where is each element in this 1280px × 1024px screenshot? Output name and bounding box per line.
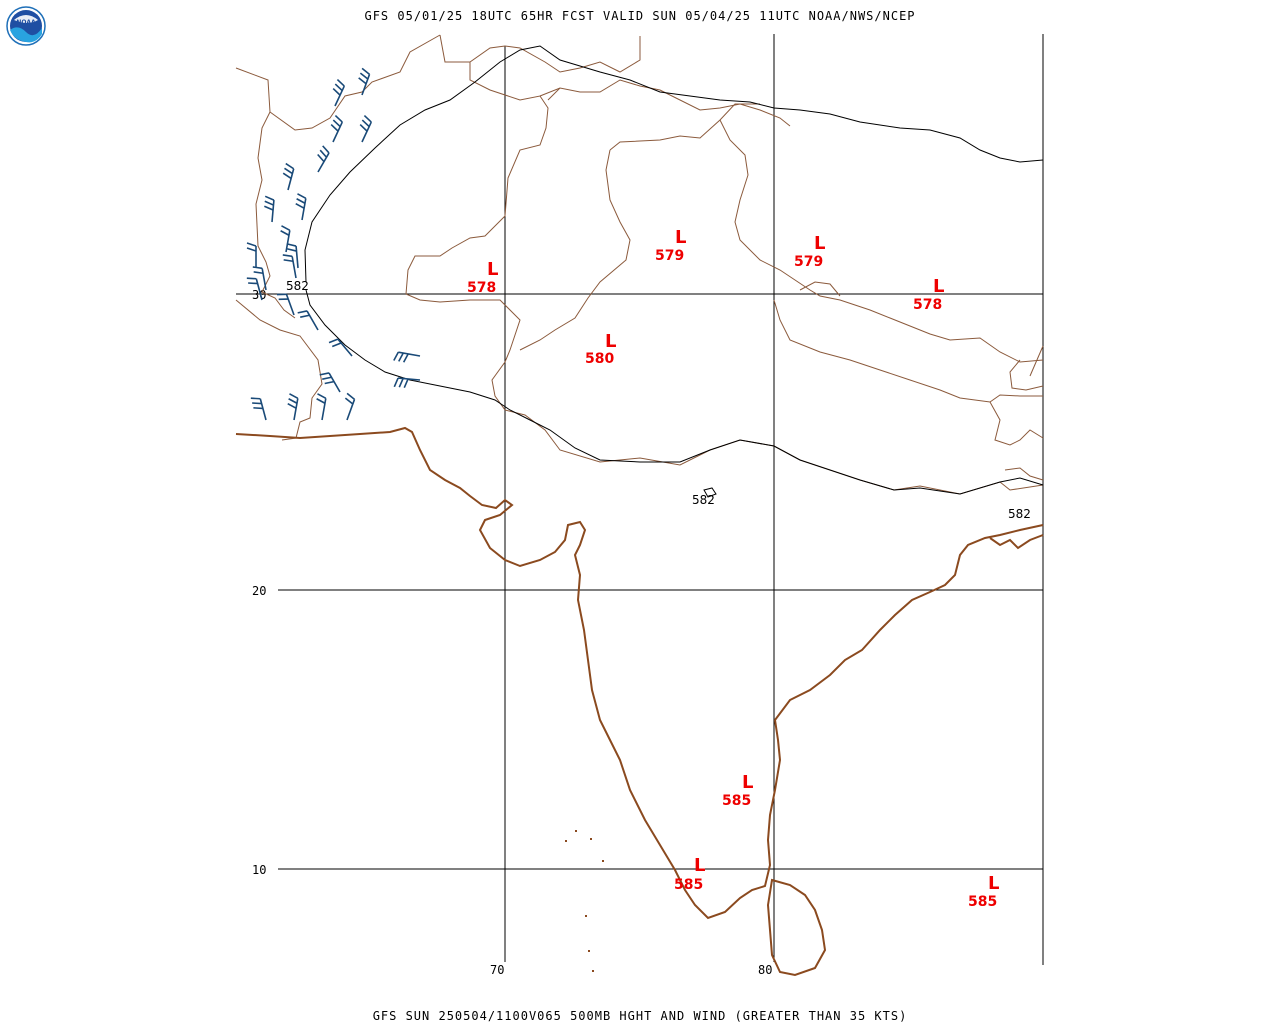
wind-barb-icon (358, 67, 371, 96)
lon-label-70: 70 (490, 963, 504, 977)
coastline (235, 426, 1044, 977)
wind-barb-icon (246, 277, 263, 301)
wind-barb-icon (319, 372, 341, 393)
low-value: 578 (467, 280, 496, 296)
wind-barb-icon (282, 162, 295, 191)
wind-barb-icon (295, 193, 307, 221)
low-value: 578 (913, 297, 942, 313)
contour-label-582: 582 (1008, 507, 1031, 521)
height-contours (304, 45, 1044, 498)
map-footer: GFS SUN 250504/1100V065 500MB HGHT AND W… (372, 1009, 908, 1023)
low-symbol: L (742, 772, 753, 793)
lon-label-80: 80 (758, 963, 772, 977)
low-value: 585 (968, 894, 997, 910)
wind-barb-icon (393, 377, 421, 388)
low-symbol: L (675, 227, 686, 248)
wind-barb-icon (250, 397, 267, 421)
wind-barb-icon (287, 393, 299, 421)
wind-barb-icon (328, 338, 353, 357)
wind-barb-icon (286, 243, 299, 269)
wind-barb-icon (332, 78, 346, 107)
islands (565, 830, 604, 972)
low-value: 579 (655, 248, 684, 264)
wind-barb-icon (282, 254, 297, 279)
wind-barb-icon (316, 393, 327, 421)
lat-label-20: 20 (252, 584, 266, 598)
country-borders (235, 34, 1044, 495)
wind-barb-icon (317, 145, 330, 173)
contour-label-582: 582 (692, 493, 715, 507)
map-title: GFS 05/01/25 18UTC 65HR FCST VALID SUN 0… (364, 9, 916, 23)
low-value: 585 (722, 793, 751, 809)
wind-barb-icon (252, 266, 267, 291)
wind-barb-icon (246, 242, 257, 268)
low-symbol: L (988, 873, 999, 894)
wind-barb-icon (297, 310, 319, 331)
low-value: 580 (585, 351, 614, 367)
low-value: 585 (674, 877, 703, 893)
wind-barb-icon (344, 392, 356, 421)
wind-barb-icon (264, 195, 275, 223)
noaa-logo-icon: NOAA (6, 6, 46, 46)
wind-barb-icon (330, 114, 344, 143)
low-value: 579 (794, 254, 823, 270)
logo-text: NOAA (16, 19, 36, 26)
contour-label-582: 582 (286, 279, 309, 293)
wind-barbs (246, 67, 421, 421)
wind-barb-icon (276, 293, 295, 316)
lat-label-30: 30 (252, 288, 266, 302)
low-symbol: L (933, 276, 944, 297)
low-symbol: L (487, 259, 498, 280)
lat-label-10: 10 (252, 863, 266, 877)
wind-barb-icon (359, 114, 373, 143)
low-symbol: L (814, 233, 825, 254)
wind-barb-icon (280, 225, 291, 253)
low-symbol: L (694, 855, 705, 876)
low-pressure-centers: L 578 L 579 L 579 L 578 L 580 L 585 L 58… (467, 227, 999, 910)
contour-582-line (304, 45, 1044, 283)
wind-barb-icon (393, 351, 421, 363)
low-symbol: L (605, 331, 616, 352)
lat-lon-grid (236, 34, 1044, 965)
